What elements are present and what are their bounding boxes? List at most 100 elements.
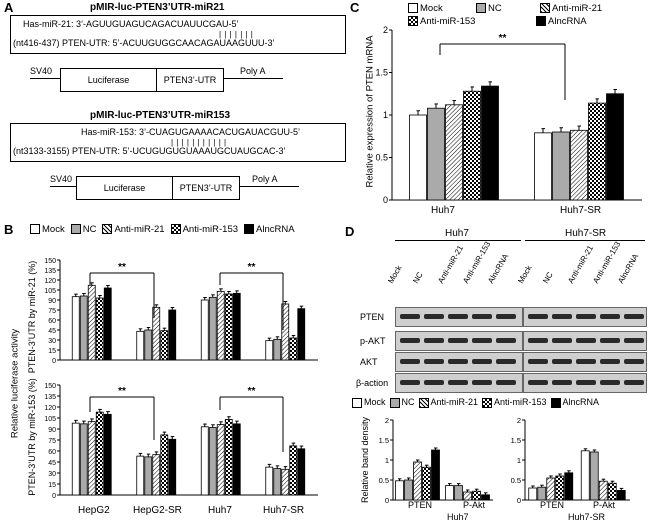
y-tick-label: 30 — [48, 338, 56, 345]
x-label-pakt-huh7sr: P-Akt — [593, 500, 616, 510]
vector-line — [30, 78, 60, 79]
bar-alncrna — [616, 489, 626, 501]
blot-band — [576, 314, 596, 319]
y-tick-label: 15 — [48, 348, 56, 355]
blot-band — [552, 338, 572, 343]
y-tick-label: 0 — [52, 493, 56, 500]
group-label-huh7sr: Huh7-SR — [560, 205, 602, 216]
y-tick-label: 135 — [44, 394, 56, 401]
bar-nc — [404, 479, 413, 501]
blot-row — [395, 307, 523, 327]
y-tick-label: 1.5 — [511, 436, 521, 445]
blot-label-pakt: p-AKT — [360, 336, 386, 346]
x-label-pten-huh7sr: PTEN — [540, 500, 565, 510]
polya-label: Poly A — [240, 66, 266, 76]
panel-b-letter: B — [4, 222, 14, 237]
blot-row — [523, 307, 647, 327]
blot-band — [528, 338, 548, 343]
bar-alncrna — [297, 448, 306, 496]
y-tick-label: 1.5 — [379, 436, 389, 445]
bar-anti-mir153 — [472, 490, 481, 501]
bar-nc — [273, 468, 282, 496]
legend-nc: NC — [476, 3, 534, 14]
bar-anti-mir153 — [160, 330, 169, 361]
legend-nc: NC — [389, 397, 415, 408]
huh7sr-bracket — [525, 240, 645, 241]
blot-band — [528, 314, 548, 319]
bar-mock — [534, 132, 552, 201]
bar-alncrna — [481, 85, 499, 201]
legend-anti-mir153: Anti-miR-153 — [408, 16, 530, 27]
vector-line — [223, 78, 283, 79]
blot-band — [552, 380, 572, 385]
construct2-sequence-box: Has-miR-153: 3’-CUAGUGAAAACACUGAUACGUU-5… — [10, 123, 346, 162]
blot-band — [424, 314, 444, 319]
y-tick-label: 90 — [48, 298, 56, 305]
bar-nc — [537, 486, 547, 501]
blot-band — [448, 380, 468, 385]
blot-band — [424, 359, 444, 364]
bar-anti-mir21 — [598, 480, 608, 501]
blot-band — [496, 380, 516, 385]
y-tick-label: 15 — [48, 482, 56, 489]
bar-alncrna — [103, 287, 112, 361]
y-tick-label: 60 — [48, 449, 56, 456]
vector-line — [50, 186, 76, 187]
bar-anti-mir153 — [160, 434, 169, 496]
blot-band — [472, 380, 492, 385]
blot-band — [528, 380, 548, 385]
subgroup-huh7sr: Huh7-SR — [568, 512, 606, 522]
bar-alncrna — [168, 309, 177, 361]
blot-band — [576, 338, 596, 343]
bar-mock — [200, 426, 209, 496]
bar-alncrna — [232, 292, 241, 361]
bar-nc — [427, 107, 445, 201]
blot-band — [528, 359, 548, 364]
y-tick-label: 90 — [48, 427, 56, 434]
y-tick-label: 75 — [48, 438, 56, 445]
group-label-hepg2sr: HepG2-SR — [133, 505, 182, 516]
y-tick-label: 1 — [385, 456, 389, 465]
legend-nc: NC — [70, 224, 96, 235]
blot-band — [624, 359, 644, 364]
bar-mock — [580, 450, 590, 501]
blot-band — [472, 338, 492, 343]
bar-anti-mir21 — [445, 104, 463, 201]
bar-mock — [528, 487, 538, 501]
legend-alncrna: AlncRNA — [550, 397, 599, 408]
bar-mock — [265, 340, 274, 361]
pten-mrna-ylabel: Relative expression of PTEN mRNA — [364, 35, 376, 188]
y-tick-label: 30 — [48, 471, 56, 478]
y-tick-label: 0 — [52, 358, 56, 365]
bar-anti-mir21 — [413, 461, 422, 501]
blot-band — [576, 359, 596, 364]
bar-anti-mir21 — [216, 424, 225, 496]
blot-band — [400, 338, 420, 343]
blot-row — [523, 352, 647, 372]
luciferase-box: Luciferase — [76, 176, 173, 200]
legend-alncrna: AlncRNA — [536, 16, 587, 27]
legend-mock: Mock — [408, 3, 470, 14]
pten-utr-sequence: (nt3133-3155) PTEN-UTR: 5’-UCUGUGUGUAAAU… — [13, 146, 286, 156]
mir153-sequence: Has-miR-153: 3’-CUAGUGAAAACACUGAUACGUU-5… — [81, 127, 301, 137]
blot-band — [496, 359, 516, 364]
bar-anti-mir153 — [289, 337, 298, 361]
group-label-hepg2: HepG2 — [78, 505, 110, 516]
bar-anti-mir21 — [463, 491, 472, 501]
legend-d: Mock NC Anti-miR-21 Anti-miR-153 AlncRNA — [352, 397, 599, 408]
sv40-label: SV40 — [30, 66, 53, 76]
blot-band — [400, 380, 420, 385]
y-tick-label: 0 — [385, 496, 389, 505]
bar-alncrna — [606, 93, 624, 201]
bar-anti-mir21 — [87, 284, 96, 361]
bar-alncrna — [431, 449, 440, 501]
blot-band — [448, 359, 468, 364]
blot-band — [472, 359, 492, 364]
y-tick-label: 135 — [44, 268, 56, 275]
blot-band — [576, 380, 596, 385]
y-tick-label: 2 — [383, 25, 388, 35]
bar-anti-mir153 — [95, 297, 104, 361]
vector-line — [239, 186, 299, 187]
bar-mock — [71, 422, 80, 496]
legend-alncrna: AlncRNA — [244, 224, 295, 235]
